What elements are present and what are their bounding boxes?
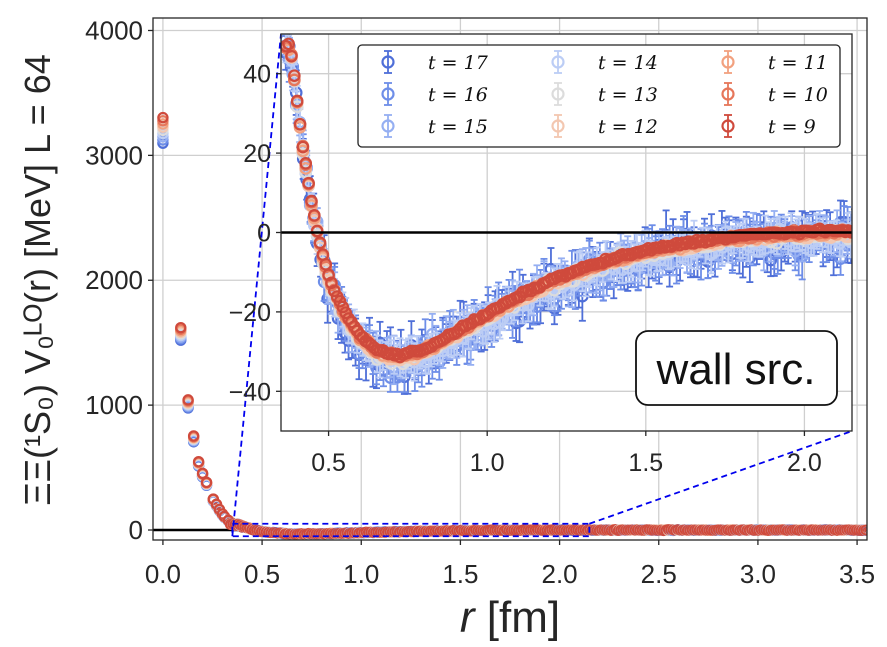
main-data-point — [175, 321, 187, 334]
zoom-connector — [231, 33, 282, 537]
main-data-point — [192, 456, 205, 468]
main-x-tick-label: 2.5 — [641, 559, 677, 589]
main-data-point — [182, 394, 194, 406]
inset-data-point — [290, 100, 304, 114]
inset-data-point — [299, 162, 313, 175]
main-x-tick-label: 3.5 — [839, 559, 875, 589]
main-data-point — [196, 467, 209, 480]
zoom-box — [231, 522, 591, 538]
inset-data-point — [296, 144, 310, 158]
main-y-tick-label: 3000 — [85, 140, 143, 170]
main-data-point — [860, 524, 867, 536]
main-data-point — [187, 430, 200, 442]
x-axis-label-unit: [fm] — [475, 593, 561, 642]
x-axis-label-var: r — [460, 593, 477, 642]
main-x-ticks: 0.0 0.5 1.0 1.5 2.0 2.5 3.0 3.5 — [145, 540, 875, 589]
main-data-point — [200, 476, 213, 489]
main-y-tick-label: 2000 — [85, 265, 143, 295]
main-x-tick-label: 1.5 — [442, 559, 478, 589]
main-y-tick-label: 4000 — [85, 15, 143, 45]
main-frame — [152, 17, 868, 541]
main-y-ticks: 0 1000 2000 3000 4000 — [85, 15, 153, 545]
zoom-indicator — [231, 33, 853, 538]
main-x-tick-label: 3.0 — [740, 559, 776, 589]
inset-data-point — [288, 73, 301, 87]
main-x-tick-label: 1.0 — [343, 559, 379, 589]
zoom-connector — [589, 430, 853, 525]
main-data-point — [157, 111, 169, 124]
main-x-tick-label: 2.0 — [542, 559, 578, 589]
y-axis-label: ΞΞ(¹S₀) V₀ᴸᴼ(r) [MeV] L = 64 — [17, 54, 58, 506]
main-y-tick-label: 1000 — [85, 390, 143, 420]
main-x-tick-label: 0.0 — [145, 559, 181, 589]
main-data-points — [157, 111, 867, 540]
main-y-tick-label: 0 — [129, 515, 143, 545]
x-axis-label: r [fm] — [460, 593, 560, 642]
main-x-tick-label: 0.5 — [244, 559, 280, 589]
